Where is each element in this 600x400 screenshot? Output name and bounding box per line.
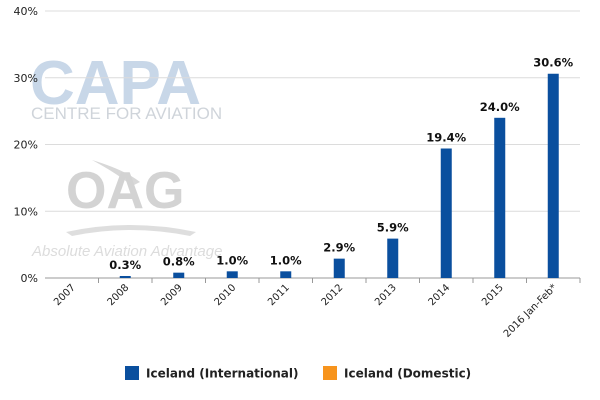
- legend-label: Iceland (Domestic): [344, 367, 471, 381]
- oag-watermark: OAG Absolute Aviation Advantage: [31, 160, 222, 260]
- data-labels: 0.3% 0.8% 1.0% 1.0% 2.9% 5.9% 19.4% 24.0% 30.6%: [109, 56, 573, 272]
- y-tick-label: 30%: [14, 72, 38, 85]
- data-label: 30.6%: [533, 56, 573, 70]
- y-tick-label: 40%: [14, 5, 38, 18]
- data-label: 1.0%: [216, 253, 248, 267]
- bar-international: [226, 271, 238, 278]
- oag-swoosh-icon: [92, 160, 140, 186]
- legend-swatch: [323, 366, 337, 380]
- oag-logo-subtext: Absolute Aviation Advantage: [31, 243, 222, 260]
- data-label: 5.9%: [377, 221, 409, 235]
- x-tick-label: 2009: [159, 282, 185, 308]
- data-label: 0.3%: [109, 258, 141, 272]
- legend: Iceland (International) Iceland (Domestic…: [125, 366, 471, 381]
- bar-international: [173, 272, 185, 278]
- x-tick-label: 2010: [213, 282, 239, 308]
- data-label: 2.9%: [323, 241, 355, 255]
- capa-watermark: CAPA CENTRE FOR AVIATION: [30, 49, 222, 123]
- data-label: 19.4%: [426, 131, 466, 145]
- y-tick-label: 0%: [21, 272, 38, 285]
- bars: [119, 73, 559, 279]
- x-tick-label: 2013: [373, 282, 399, 308]
- gridlines: [45, 10, 580, 212]
- x-tick-label: 2015: [480, 282, 506, 308]
- capa-logo-text: CAPA: [30, 49, 201, 118]
- bar-international: [119, 275, 131, 278]
- x-tick-label: 2014: [427, 282, 453, 308]
- y-tick-label: 20%: [14, 139, 38, 152]
- bar-international: [387, 238, 399, 278]
- y-tick-label: 10%: [14, 205, 38, 218]
- bar-international: [547, 73, 559, 279]
- bar-international: [280, 271, 292, 278]
- bar-international: [494, 117, 506, 278]
- capa-logo-subtext: CENTRE FOR AVIATION: [31, 104, 222, 123]
- bar-international: [440, 148, 452, 278]
- x-tick-label: 2007: [52, 282, 78, 308]
- legend-swatch: [125, 366, 139, 380]
- legend-label: Iceland (International): [146, 367, 299, 381]
- x-tick-label: 2011: [266, 282, 292, 308]
- oag-underline-icon: [66, 225, 196, 236]
- data-label: 0.8%: [163, 255, 195, 269]
- x-tick-label: 2016 Jan-Feb*: [502, 282, 560, 340]
- data-label: 1.0%: [270, 253, 302, 267]
- bar-international: [333, 258, 345, 278]
- y-axis-ticks: 0% 10% 20% 30% 40%: [14, 5, 38, 285]
- x-tick-label: 2008: [106, 282, 132, 308]
- data-label: 24.0%: [480, 100, 520, 114]
- oag-logo-text: OAG: [66, 162, 184, 220]
- x-axis-ticks: 2007 2008 2009 2010 2011 2012 2013 2014 20152016…: [52, 278, 581, 340]
- x-tick-label: 2012: [320, 282, 346, 308]
